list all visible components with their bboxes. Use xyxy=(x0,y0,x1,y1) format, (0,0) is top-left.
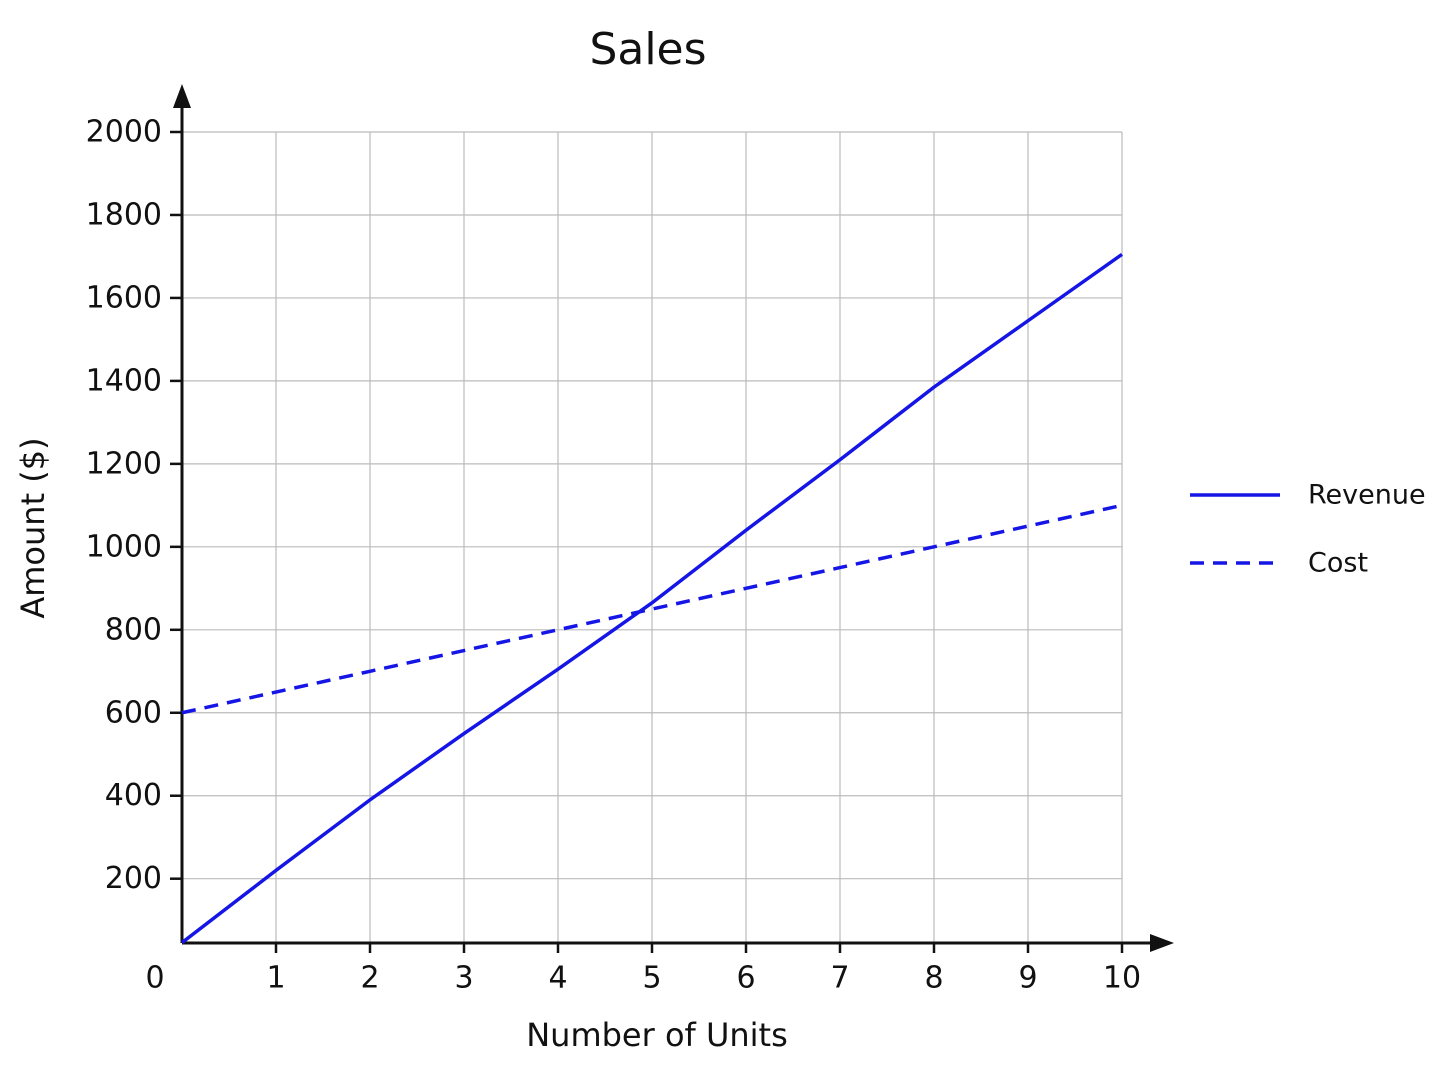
legend-label: Cost xyxy=(1308,548,1368,579)
legend-label: Revenue xyxy=(1308,480,1426,511)
x-tick-label: 10 xyxy=(1103,961,1141,996)
x-tick-label: 0 xyxy=(145,961,164,996)
x-tick-label: 6 xyxy=(736,961,755,996)
y-tick-label: 1800 xyxy=(86,197,162,232)
x-tick-label: 3 xyxy=(454,961,473,996)
y-tick-label: 800 xyxy=(105,612,162,647)
x-tick-label: 9 xyxy=(1018,961,1037,996)
y-axis-title: Amount ($) xyxy=(14,437,52,618)
series-line xyxy=(180,252,1124,944)
y-tick-label: 1200 xyxy=(86,446,162,481)
chart-title: Sales xyxy=(589,24,706,75)
y-axis-arrow xyxy=(173,84,191,108)
x-axis-title: Number of Units xyxy=(526,1016,788,1054)
x-axis-arrow xyxy=(1150,934,1174,952)
x-tick-label: 1 xyxy=(266,961,285,996)
x-tick-label: 8 xyxy=(924,961,943,996)
y-tick-label: 600 xyxy=(105,695,162,730)
y-tick-label: 2000 xyxy=(86,115,162,150)
x-tick-label: 7 xyxy=(830,961,849,996)
y-tick-label: 1000 xyxy=(86,529,162,564)
y-tick-label: 400 xyxy=(105,778,162,813)
x-tick-label: 4 xyxy=(548,961,567,996)
y-tick-label: 200 xyxy=(105,861,162,896)
x-tick-label: 5 xyxy=(642,961,661,996)
x-tick-label: 2 xyxy=(360,961,379,996)
y-tick-label: 1400 xyxy=(86,363,162,398)
y-tick-label: 1600 xyxy=(86,280,162,315)
